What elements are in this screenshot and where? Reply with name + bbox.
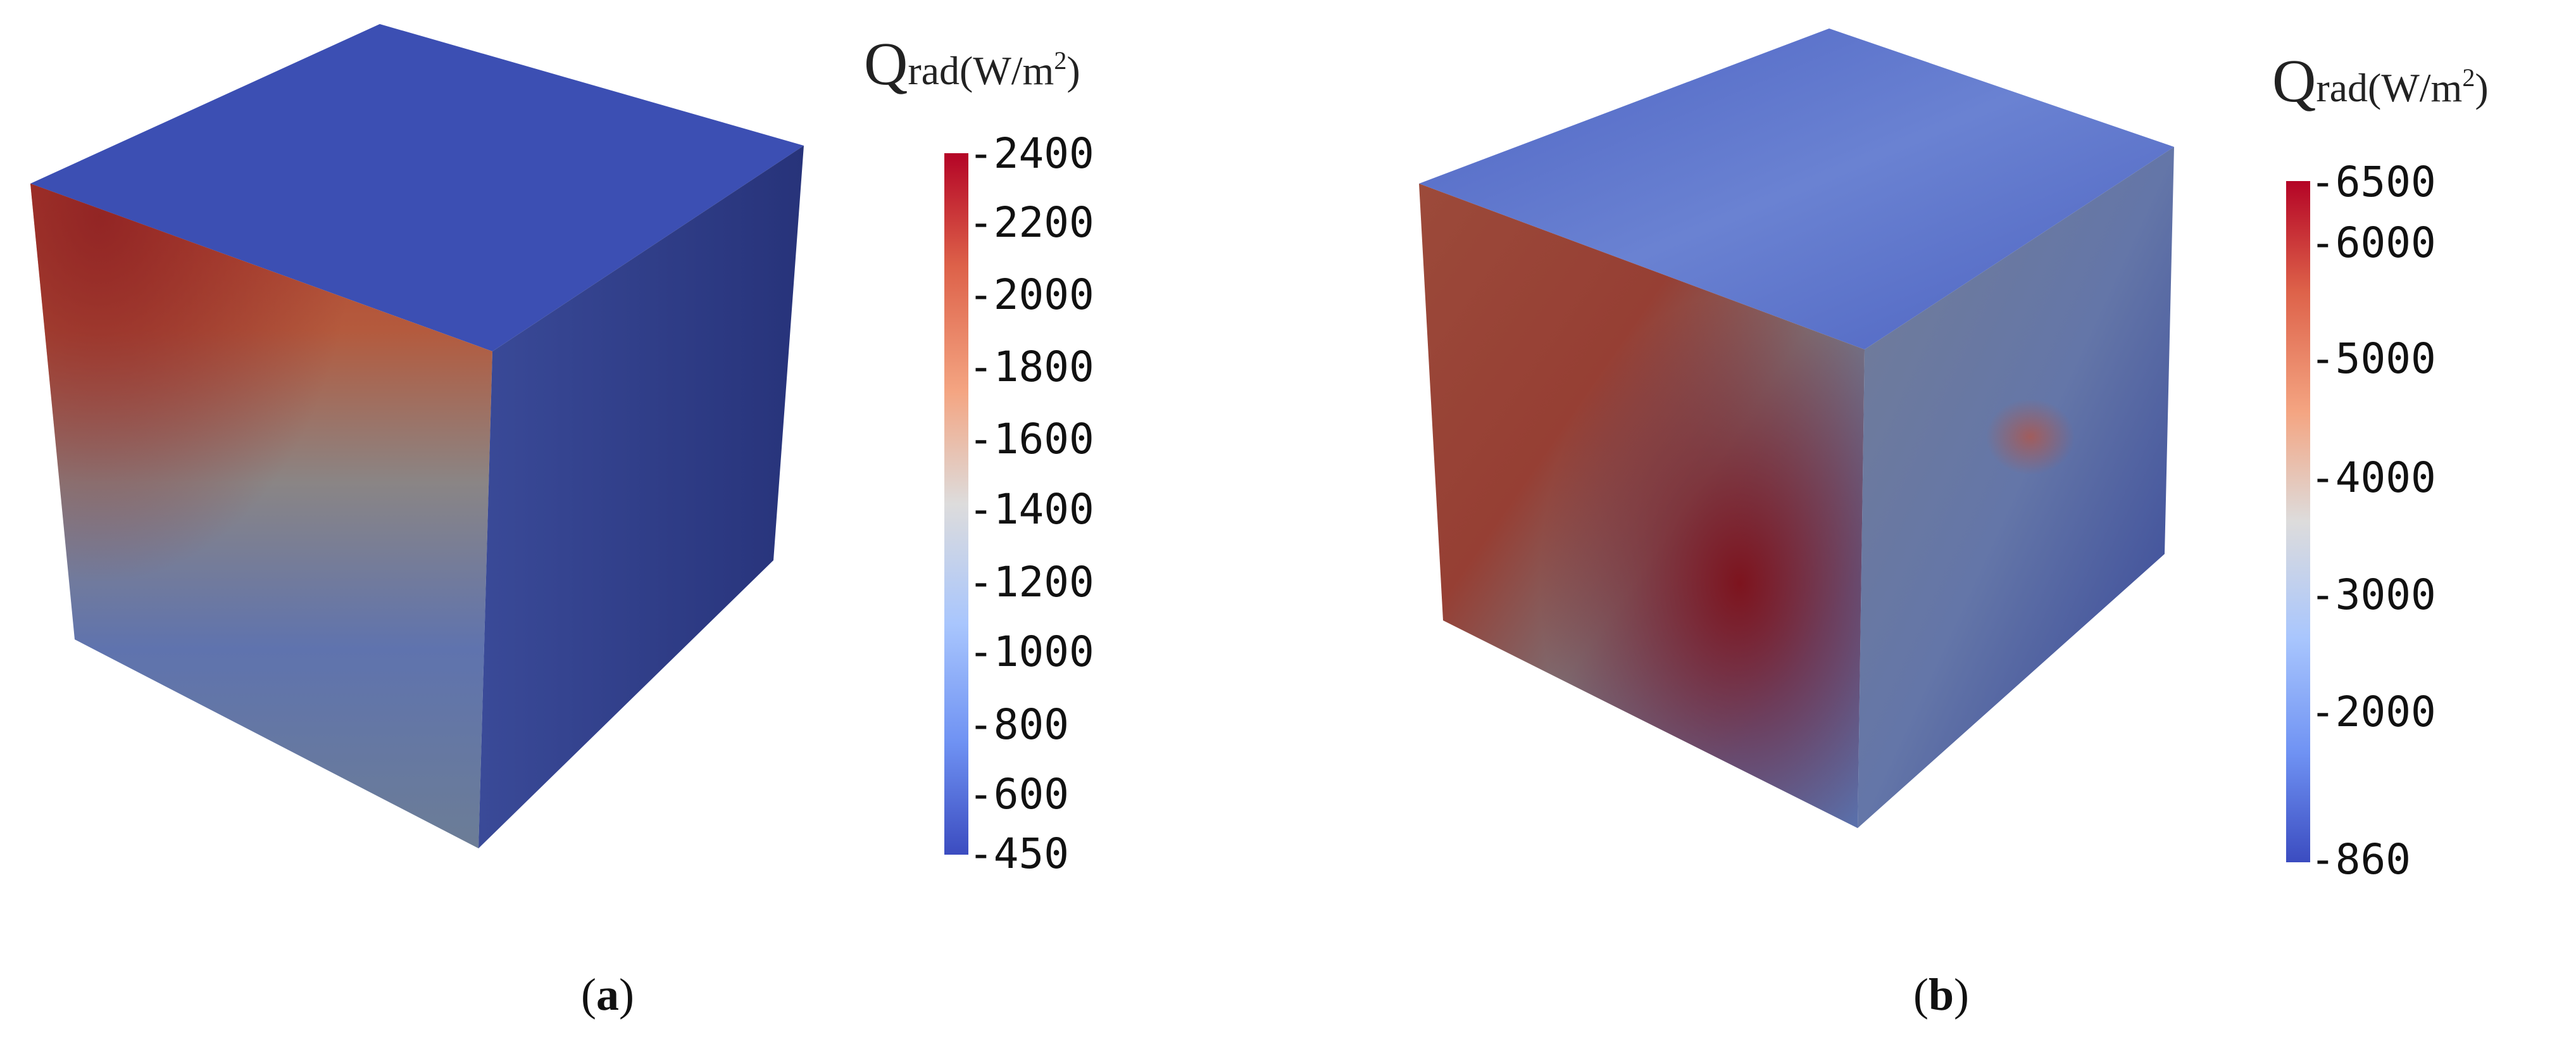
legend-a-title: Qrad(W/m2)	[864, 28, 1080, 99]
cube-a-top-face	[30, 24, 804, 351]
colorbar-tick-label: -5000	[2310, 334, 2436, 383]
cube-a-render	[30, 24, 804, 848]
caption-a: (a)	[581, 969, 634, 1020]
panel-b: Qrad(W/m2) -6500 -6000 -5000 -4000 -3000 -200…	[1361, 0, 2576, 1056]
colorbar-a	[944, 153, 968, 855]
colorbar-tick-label: -1200	[968, 558, 1094, 607]
colorbar-tick-label: -1800	[968, 343, 1094, 391]
colorbar-tick-label: -2200	[968, 198, 1094, 247]
caption-b: (b)	[1913, 969, 1970, 1020]
legend-b-symbol: Q	[2272, 47, 2317, 115]
colorbar-tick-label: -860	[2310, 835, 2411, 884]
legend-a-symbol: Q	[864, 30, 908, 97]
colorbar-tick-label: -600	[968, 770, 1069, 819]
cube-b-render	[1419, 28, 2174, 828]
cube-b-right-face	[1858, 147, 2174, 828]
colorbar-tick-label: -2400	[968, 129, 1094, 178]
legend-b-title: Qrad(W/m2)	[2272, 46, 2489, 116]
legend-b-unit-suffix: )	[2475, 65, 2489, 110]
legend-a-subscript: rad	[908, 48, 960, 93]
colorbar-tick-label: -6500	[2310, 158, 2436, 206]
colorbar-tick-label: -450	[968, 829, 1069, 878]
cube-b-top-face	[1419, 28, 2174, 349]
colorbar-tick-label: -2000	[2310, 688, 2436, 736]
colorbar-tick-label: -1400	[968, 485, 1094, 534]
colorbar-b	[2286, 181, 2310, 862]
legend-a-unit-suffix: )	[1066, 48, 1080, 93]
caption-a-letter: a	[596, 969, 619, 1020]
colorbar-tick-label: -6000	[2310, 218, 2436, 267]
legend-b-unit-exponent: 2	[2462, 63, 2475, 92]
colorbar-tick-label: -800	[968, 700, 1069, 749]
colorbar-tick-label: -1000	[968, 627, 1094, 676]
colorbar-tick-label: -1600	[968, 415, 1094, 463]
legend-a-unit-prefix: (W/m	[960, 48, 1054, 93]
cube-a-right-face	[478, 146, 804, 848]
legend-a-unit-exponent: 2	[1054, 46, 1067, 75]
colorbar-tick-label: -4000	[2310, 453, 2436, 502]
colorbar-tick-label: -3000	[2310, 570, 2436, 619]
legend-b-subscript: rad	[2316, 65, 2368, 110]
colorbar-tick-label: -2000	[968, 270, 1094, 319]
panel-a: Qrad(W/m2) -2400 -2200 -2000 -1800 -1600 -140…	[0, 0, 1266, 1056]
caption-b-letter: b	[1928, 969, 1954, 1020]
legend-b-unit-prefix: (W/m	[2368, 65, 2463, 110]
